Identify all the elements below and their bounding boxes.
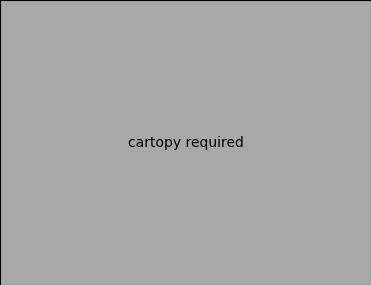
- Text: cartopy required: cartopy required: [128, 135, 243, 150]
